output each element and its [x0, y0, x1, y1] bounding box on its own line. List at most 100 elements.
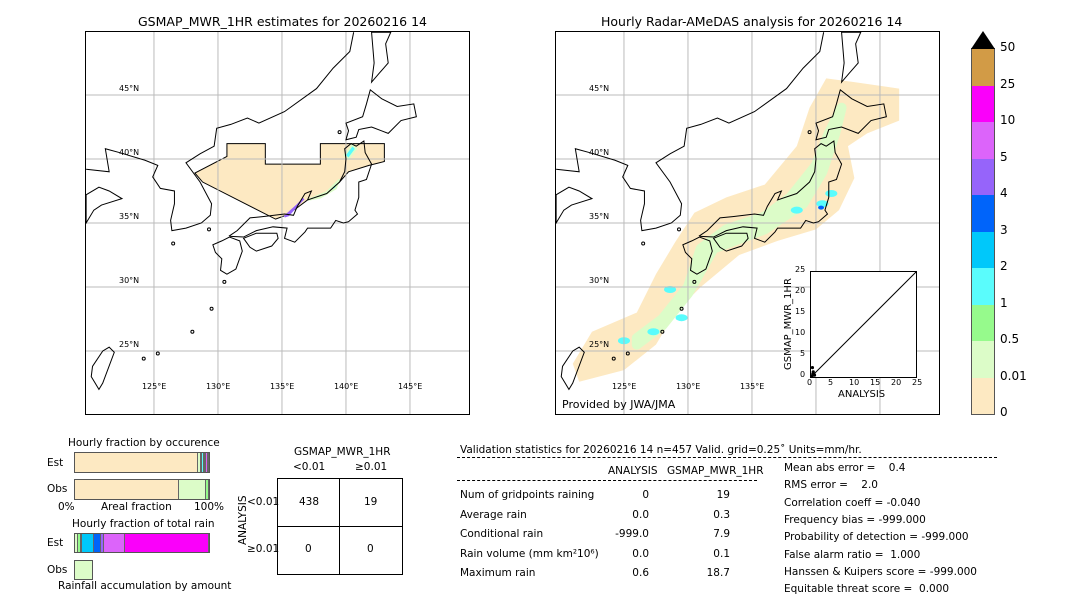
- colorbar-label: 10: [1000, 113, 1016, 127]
- lon-label: 135°E: [739, 382, 765, 391]
- bar-segment: [125, 534, 209, 552]
- rain-cell: [664, 286, 677, 294]
- scatter-point: [811, 366, 815, 370]
- colorbar-label: 0: [1000, 405, 1008, 419]
- ct-title: GSMAP_MWR_1HR: [294, 446, 391, 458]
- scatter-ytick: 25: [795, 265, 806, 274]
- island: [209, 306, 214, 311]
- colorbar-label: 5: [1000, 149, 1008, 164]
- bar-segment: [101, 534, 104, 552]
- lat-label: 45°N: [589, 83, 610, 93]
- stats-row-label: Num of gridpoints raining: [460, 489, 595, 501]
- ct-row-0: <0.01: [247, 496, 280, 508]
- colorbar-label: 0.01: [1000, 368, 1027, 383]
- scatter-xtick: 15: [870, 378, 881, 387]
- scatter-ytick: 10: [795, 328, 806, 337]
- occ-obs-label: Obs: [47, 483, 68, 495]
- stats-gsmap-value: 18.7: [706, 567, 730, 579]
- island: [641, 241, 646, 246]
- island: [141, 356, 146, 361]
- lat-label: 30°N: [589, 275, 610, 285]
- coastline-kyushu: [682, 236, 713, 275]
- stats-analysis-value: 0.6: [632, 567, 649, 579]
- stats-row-label: Average rain: [460, 508, 527, 521]
- coastline-shandong: [86, 186, 124, 225]
- scatter-xtick: 20: [891, 378, 902, 387]
- stats-row-label: Maximum rain: [460, 567, 536, 579]
- bar-segment: [75, 534, 78, 552]
- island: [611, 356, 616, 361]
- scatter-point: [812, 373, 817, 377]
- lon-label: 130°E: [675, 382, 701, 391]
- rain-cell: [790, 206, 803, 214]
- coastline-hokkaido: [815, 89, 887, 141]
- lat-label: 40°N: [119, 147, 140, 157]
- island: [222, 279, 227, 284]
- stats-gsmap-value: 7.9: [713, 528, 730, 540]
- colorbar-swatch: [972, 49, 994, 86]
- scatter-point: [811, 370, 815, 374]
- colorbar-swatch: [972, 85, 994, 122]
- stats-header: Validation statistics for 20260216 14 n=…: [460, 444, 862, 456]
- stats-analysis-value: 0.0: [632, 547, 649, 560]
- island: [155, 351, 160, 356]
- island: [337, 130, 342, 135]
- occurrence-title: Hourly fraction by occurence: [68, 437, 220, 449]
- bar-segment: [77, 534, 82, 552]
- stats-analysis-value: 0.0: [632, 508, 649, 521]
- bar-segment: [94, 534, 102, 552]
- stats-gsmap-value: 19: [716, 489, 730, 501]
- stats-row-label: Rain volume (mm km²10⁶): [460, 547, 599, 560]
- coastline: [556, 32, 825, 232]
- occ-obs-bar: [74, 479, 210, 500]
- rain-cell-heavy: [818, 205, 825, 210]
- lon-label: 130°E: [205, 382, 231, 391]
- scatter-xtick: 0: [807, 378, 813, 387]
- stats-col-gsmap: GSMAP_MWR_1HR: [667, 465, 764, 477]
- bar-segment: [103, 534, 126, 552]
- lon-label: 140°E: [333, 382, 359, 391]
- bar-segment: [207, 453, 209, 472]
- rain-area-light: [343, 143, 358, 161]
- lat-label: 35°N: [589, 211, 610, 221]
- scatter-ytick: 5: [800, 349, 806, 358]
- coastline-shikoku: [242, 232, 279, 252]
- colorbar-label: 50: [1000, 40, 1016, 54]
- lat-label: 25°N: [589, 339, 610, 349]
- colorbar-label: 0.5: [1000, 332, 1020, 346]
- ct-cell: 438: [299, 496, 320, 508]
- colorbar-label: 4: [1000, 186, 1008, 200]
- colorbar-swatch: [972, 268, 994, 305]
- coastline: [86, 32, 355, 232]
- stats-row-label: Conditional rain: [460, 528, 544, 540]
- rain-cell: [675, 314, 688, 322]
- bar-segment: [75, 453, 199, 472]
- bar-segment: [81, 534, 83, 552]
- coastline-taiwan: [90, 346, 115, 391]
- island: [807, 130, 812, 135]
- coastline-taiwan: [560, 346, 585, 391]
- stats-gsmap-value: 0.3: [713, 508, 730, 521]
- colorbar-label: 1: [1000, 295, 1008, 310]
- left-map-title: GSMAP_MWR_1HR estimates for 20260216 14: [138, 14, 427, 29]
- coastline-shikoku: [712, 232, 749, 252]
- colorbar-label: 2: [1000, 259, 1008, 273]
- rainfrac-title: Hourly fraction of total rain: [72, 518, 215, 530]
- occ-xtick-1: 100%: [194, 501, 225, 513]
- one-to-one-line: [811, 272, 916, 377]
- lat-label: 25°N: [119, 339, 140, 349]
- coastline-shandong: [556, 186, 594, 225]
- colorbar-swatch: [972, 231, 994, 268]
- bar-segment: [204, 453, 207, 472]
- island: [625, 351, 630, 356]
- lat-label: 35°N: [119, 211, 140, 221]
- bar-segment: [75, 480, 180, 499]
- scatter-xtick: 25: [912, 378, 923, 387]
- ct-col-0: <0.01: [293, 461, 326, 473]
- stats-gsmap-value: 0.1: [713, 547, 730, 560]
- colorbar: [971, 48, 995, 415]
- rain-obs-label: Obs: [47, 564, 68, 576]
- lon-label: 125°E: [141, 382, 167, 391]
- score-line: Hanssen & Kuipers score = -999.000: [784, 565, 977, 578]
